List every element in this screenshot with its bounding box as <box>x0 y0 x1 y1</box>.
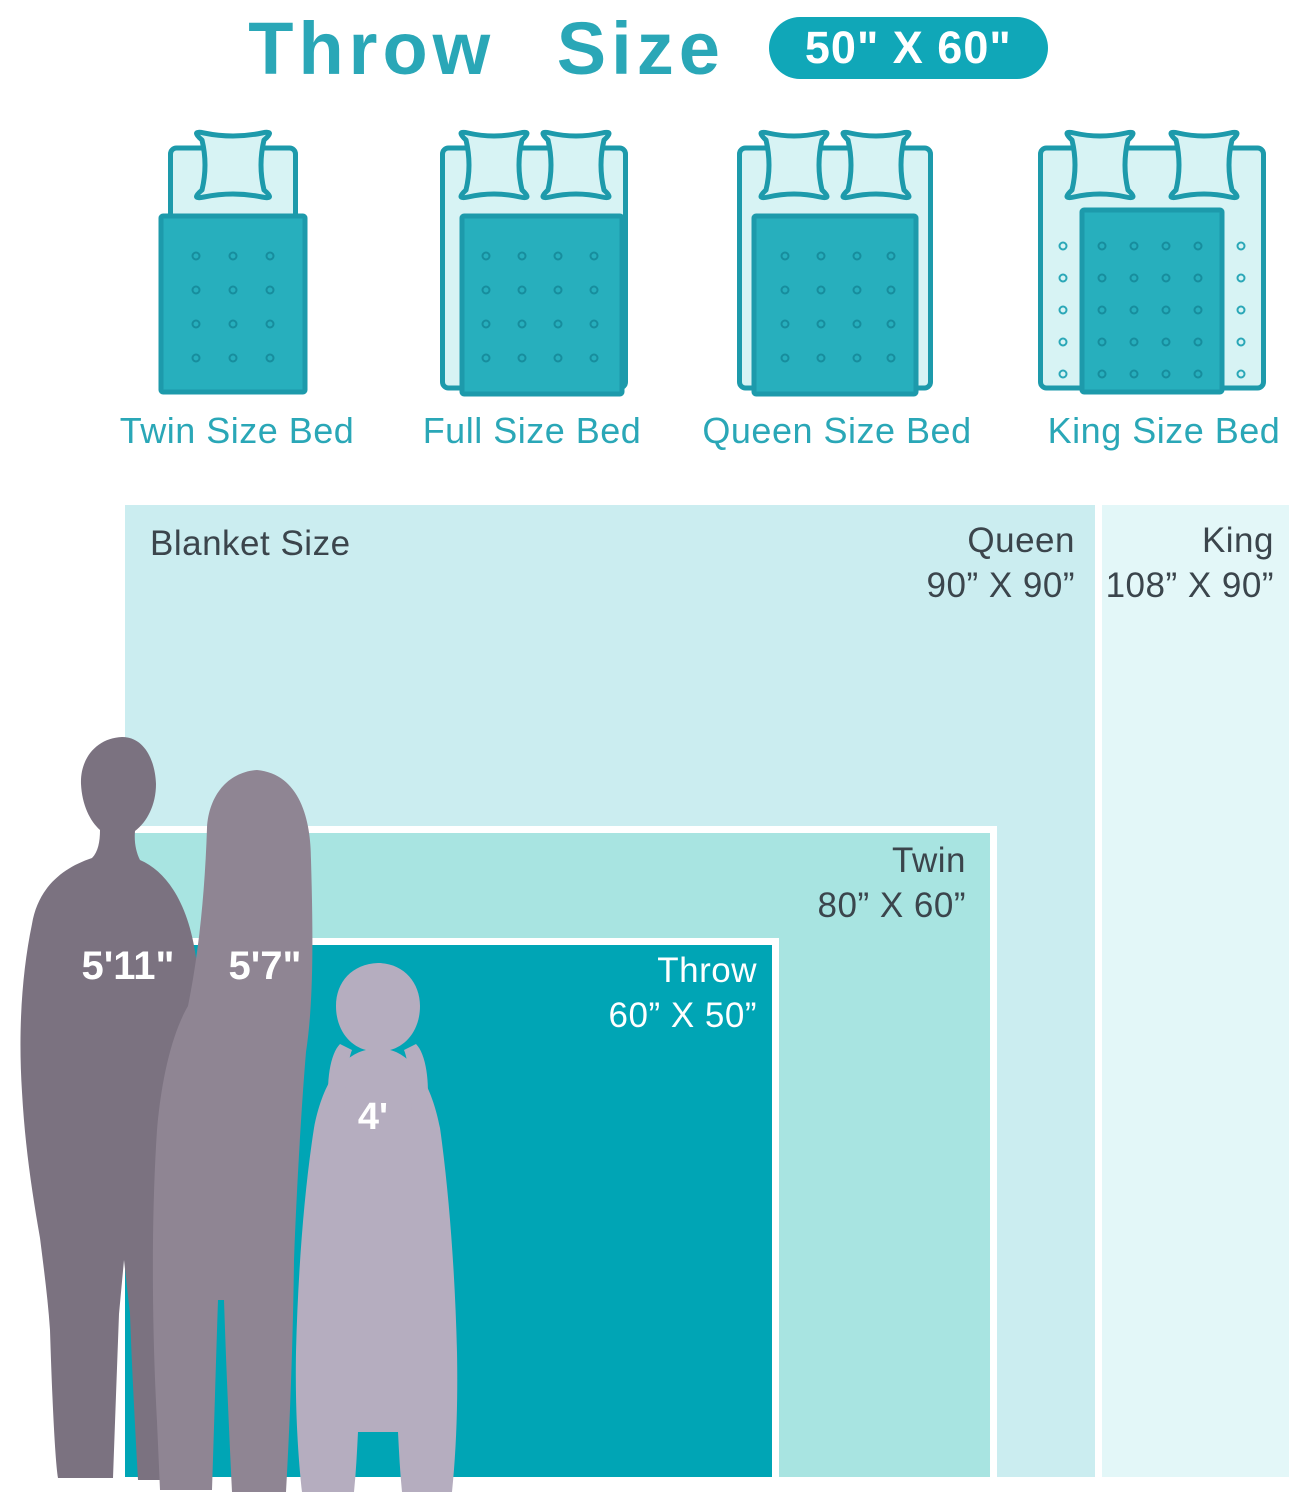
twin-bed-label: Twin Size Bed <box>119 410 355 451</box>
blanket <box>751 213 919 397</box>
girl-braid-left <box>328 1044 352 1124</box>
king-name: King <box>1201 521 1274 560</box>
pillow-icon <box>194 129 272 201</box>
blanket-dots <box>1097 241 1203 379</box>
blanket-dots <box>780 251 896 363</box>
queen-bed-label: Queen Size Bed <box>702 410 972 451</box>
throw-dims: 60” X 50” <box>608 996 757 1035</box>
full-bed-svg <box>440 129 628 397</box>
twin-dims: 80” X 60” <box>817 886 966 925</box>
throw-size-label: Throw 60” X 50” <box>609 948 757 1038</box>
queen-bed-icon <box>735 128 935 405</box>
king-bed-svg <box>1038 129 1266 395</box>
sheet-dots <box>1058 241 1246 379</box>
woman-silhouette <box>152 770 313 1492</box>
throw-name: Throw <box>657 951 757 990</box>
girl-braid-right <box>404 1044 428 1124</box>
pillow-icon <box>1064 129 1136 201</box>
queen-size-label: Queen 90” X 90” <box>927 518 1075 608</box>
blanket <box>459 213 625 397</box>
blanket-dots <box>481 251 599 363</box>
queen-bed-svg <box>737 129 933 397</box>
title-row: Throw Size 50" X 60" <box>0 0 1296 96</box>
blanket-dots <box>191 251 275 363</box>
king-size-label: King 108” X 90” <box>1106 518 1274 608</box>
twin-bed-svg <box>158 129 308 395</box>
blanket <box>158 213 308 395</box>
twin-size-label: Twin 80” X 60” <box>818 838 966 928</box>
blanket-size-heading: Blanket Size <box>150 524 351 563</box>
twin-bed-icon <box>158 128 308 405</box>
girl-silhouette <box>295 963 458 1492</box>
twin-name: Twin <box>892 841 966 880</box>
queen-name: Queen <box>967 521 1075 560</box>
queen-dims: 90” X 90” <box>926 566 1075 605</box>
king-bed-label: King Size Bed <box>1047 410 1281 451</box>
pillow-icon <box>540 129 612 201</box>
pillow-icon <box>1168 129 1240 201</box>
girl-height-label: 4' <box>357 1096 389 1138</box>
pillow-icon <box>758 129 830 201</box>
king-dims: 108” X 90” <box>1105 566 1274 605</box>
pillow-icon <box>840 129 912 201</box>
king-bed-icon <box>1036 128 1268 405</box>
full-bed-icon <box>436 128 632 405</box>
page-title: Throw Size <box>248 6 725 90</box>
woman-height-label: 5'7" <box>228 944 302 988</box>
blanket <box>1079 207 1225 395</box>
pillow-icon <box>458 129 530 201</box>
people-silhouettes <box>20 737 458 1492</box>
throw-size-badge: 50" X 60" <box>768 17 1048 79</box>
full-bed-label: Full Size Bed <box>422 410 642 451</box>
man-height-label: 5'11" <box>81 944 175 988</box>
